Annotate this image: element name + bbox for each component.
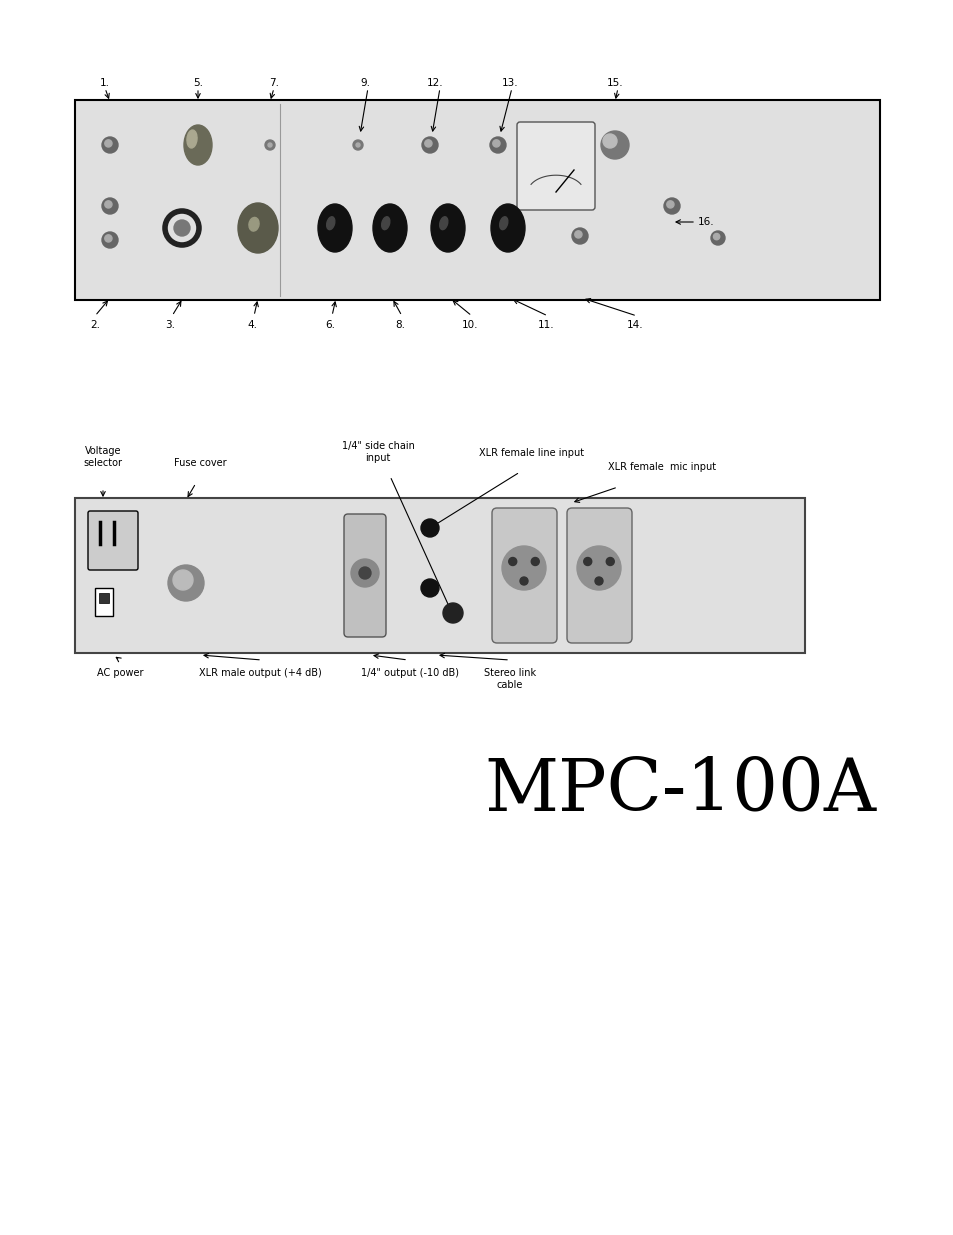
Circle shape [572,228,587,245]
Circle shape [102,137,118,153]
Text: 16.: 16. [698,217,714,227]
Text: XLR female  mic input: XLR female mic input [607,462,716,472]
Text: MPC-100A: MPC-100A [483,755,875,825]
FancyBboxPatch shape [88,511,138,571]
Circle shape [105,235,112,242]
Bar [75,100,879,300]
Circle shape [595,577,602,585]
Text: Stereo link
cable: Stereo link cable [483,668,536,689]
Bar [75,498,804,653]
Text: 15.: 15. [606,78,622,88]
Bar [95,588,112,616]
Ellipse shape [499,217,507,230]
Circle shape [173,220,190,236]
Text: 8.: 8. [395,320,405,330]
FancyBboxPatch shape [344,514,386,637]
Text: 3.: 3. [165,320,174,330]
Circle shape [605,557,614,566]
Bar [99,593,109,603]
Circle shape [508,557,517,566]
Circle shape [493,140,499,147]
Circle shape [600,131,628,159]
Circle shape [501,546,545,590]
Text: 1.: 1. [100,78,110,88]
Circle shape [713,233,719,240]
Circle shape [424,140,432,147]
Ellipse shape [317,204,352,252]
Circle shape [666,201,673,207]
Text: XLR male output (+4 dB): XLR male output (+4 dB) [198,668,321,678]
Circle shape [490,137,505,153]
Ellipse shape [381,217,390,230]
Circle shape [442,603,462,622]
Ellipse shape [249,217,259,231]
Text: 6.: 6. [325,320,335,330]
Circle shape [710,231,724,245]
Circle shape [265,140,274,149]
Circle shape [105,140,112,147]
Circle shape [583,557,591,566]
Circle shape [421,137,437,153]
Ellipse shape [439,217,447,230]
Circle shape [102,198,118,214]
Text: 9.: 9. [359,78,370,88]
Text: 7.: 7. [269,78,278,88]
FancyBboxPatch shape [492,508,557,643]
Circle shape [663,198,679,214]
Circle shape [420,519,438,537]
Circle shape [420,579,438,597]
Circle shape [353,140,363,149]
Ellipse shape [237,203,277,253]
Circle shape [168,564,204,601]
Circle shape [172,571,193,590]
FancyBboxPatch shape [517,122,595,210]
Circle shape [519,577,527,585]
Ellipse shape [491,204,524,252]
Circle shape [575,231,581,238]
Text: 14.: 14. [626,320,642,330]
Text: XLR female line input: XLR female line input [479,448,584,458]
Text: 5.: 5. [193,78,203,88]
Text: 4.: 4. [247,320,256,330]
Circle shape [102,232,118,248]
Ellipse shape [184,125,212,165]
Circle shape [351,559,378,587]
Text: 1/4" output (-10 dB): 1/4" output (-10 dB) [360,668,458,678]
Ellipse shape [431,204,464,252]
Circle shape [531,557,538,566]
Ellipse shape [326,217,335,230]
Ellipse shape [187,130,197,148]
Text: AC power: AC power [96,668,143,678]
Circle shape [577,546,620,590]
Circle shape [358,567,371,579]
Text: 1/4" side chain
input: 1/4" side chain input [341,441,414,463]
Text: Voltage
selector: Voltage selector [84,446,122,468]
Text: 11.: 11. [537,320,554,330]
Text: Fuse cover: Fuse cover [173,458,226,468]
Ellipse shape [373,204,407,252]
Text: 2.: 2. [90,320,100,330]
Text: 10.: 10. [461,320,477,330]
Circle shape [355,143,359,147]
Circle shape [602,135,617,148]
Circle shape [268,143,272,147]
FancyBboxPatch shape [566,508,631,643]
Text: 13.: 13. [501,78,517,88]
Text: 12.: 12. [426,78,443,88]
Circle shape [105,201,112,207]
